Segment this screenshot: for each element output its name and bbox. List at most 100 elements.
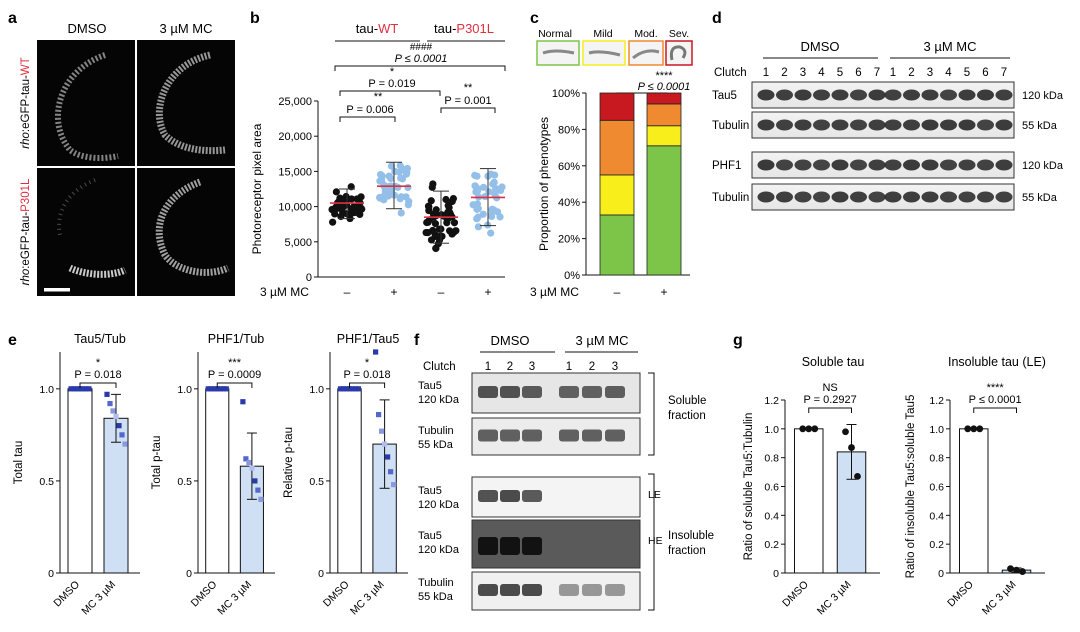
stacked-bar-segment: [599, 174, 635, 216]
blot-band: [940, 119, 957, 131]
group-label-wt: tau-WT: [356, 21, 399, 36]
y-tick-label: 0.8: [764, 453, 779, 465]
data-point: [340, 386, 347, 392]
blot-band: [868, 89, 886, 101]
x-tick-label: DMSO: [780, 579, 811, 610]
sig-stars: *: [96, 357, 101, 369]
data-point: [352, 386, 359, 392]
blot-label: Tubulin: [418, 577, 454, 589]
blot-kda-label: 55 kDa: [1022, 192, 1058, 204]
data-point: [385, 454, 391, 460]
blot-band: [850, 89, 867, 101]
y-tick-label: 0.8: [929, 453, 944, 465]
col-label-mc: 3 µM MC: [160, 21, 213, 36]
data-point: [258, 496, 264, 502]
data-point: [396, 162, 404, 170]
y-tick-label: 0: [773, 568, 779, 580]
blot-band: [977, 119, 994, 131]
blot-band: [977, 191, 994, 203]
x-tick-label: MC 3 µM: [815, 579, 854, 618]
y-axis-label: Photoreceptor pixel area: [250, 123, 264, 254]
blot-band: [884, 119, 902, 131]
blot-band: [903, 89, 920, 101]
panel-letter-g: g: [733, 332, 743, 349]
data-point: [71, 386, 77, 392]
y-tick-label: 0.6: [929, 482, 944, 494]
blot-band: [868, 119, 886, 131]
clutch-number: 3: [529, 361, 535, 373]
data-point: [68, 386, 74, 392]
data-point: [80, 386, 86, 392]
larva-mod: [632, 49, 660, 60]
data-point: [1013, 566, 1020, 574]
blot-band: [813, 159, 830, 171]
larva-sev: [669, 45, 687, 61]
data-point: [388, 469, 394, 475]
y-tick-label: 60%: [558, 161, 580, 173]
blot-band: [995, 191, 1013, 203]
data-point: [376, 170, 385, 179]
y-tick-label: 40%: [558, 197, 580, 209]
panel-a: DMSO 3 µM MC rho:eGFP-tau-WT rho:eGFP-ta…: [20, 21, 235, 296]
blot-band: [850, 159, 867, 171]
data-point: [403, 168, 411, 177]
panel-letter-e: e: [8, 332, 17, 349]
data-point: [432, 206, 440, 214]
data-point: [104, 391, 110, 397]
y-axis-label: Total p-tau: [151, 436, 163, 490]
data-point: [240, 399, 246, 405]
blot-band: [522, 386, 542, 398]
y-tick-label: 0.5: [39, 476, 54, 488]
y-tick-label: 0.2: [764, 539, 779, 551]
data-point: [381, 186, 390, 194]
y-tick-label: 1.0: [764, 424, 779, 436]
data-point: [351, 208, 359, 217]
data-point: [404, 201, 412, 209]
bar: [959, 428, 989, 574]
data-point: [349, 386, 356, 392]
treatment-value: +: [484, 285, 491, 299]
blot-band: [500, 584, 520, 596]
blot-band: [605, 584, 625, 596]
y-tick-label: 0.2: [929, 539, 944, 551]
data-point: [86, 386, 92, 392]
data-point: [479, 183, 488, 191]
clutch-number: 7: [1001, 67, 1007, 79]
sig-p: P = 0.018: [343, 369, 390, 381]
stacked-bar-segment: [599, 92, 635, 121]
panel-letter-c: c: [530, 10, 539, 27]
data-point: [481, 192, 489, 201]
data-point: [396, 195, 404, 203]
blot-label: Tubulin: [418, 425, 454, 437]
bar: [67, 388, 93, 574]
data-point: [110, 408, 116, 414]
blot-band: [478, 386, 498, 398]
plot-title: PHF1/Tau5: [337, 332, 400, 346]
data-point: [355, 386, 362, 392]
sig-wt-p: P = 0.006: [346, 104, 393, 116]
blot-band: [776, 119, 793, 131]
y-tick-label: 1.2: [929, 395, 944, 407]
blot-band: [605, 386, 625, 398]
blot-band: [757, 119, 775, 131]
y-tick-label: 0.5: [309, 476, 324, 488]
retina-arc: [155, 178, 230, 276]
data-point: [976, 425, 984, 433]
data-point: [492, 185, 500, 193]
data-point: [970, 425, 978, 433]
data-point: [848, 444, 855, 451]
sig-bracket: [973, 407, 1017, 413]
blot-band: [582, 429, 602, 442]
stacked-bar-segment: [646, 125, 682, 147]
plot-title: Tau5/Tub: [74, 332, 126, 346]
blot-band: [921, 119, 939, 131]
blot-kda-label: 120 kDa: [1022, 90, 1064, 102]
sig-p: P ≤ 0.0001: [638, 81, 691, 93]
x-tick-label: DMSO: [189, 579, 220, 610]
data-point: [449, 194, 458, 203]
blot-band: [757, 191, 775, 203]
y-tick-label: 5,000: [284, 237, 312, 249]
plot-title: Insoluble tau (LE): [948, 355, 1046, 369]
